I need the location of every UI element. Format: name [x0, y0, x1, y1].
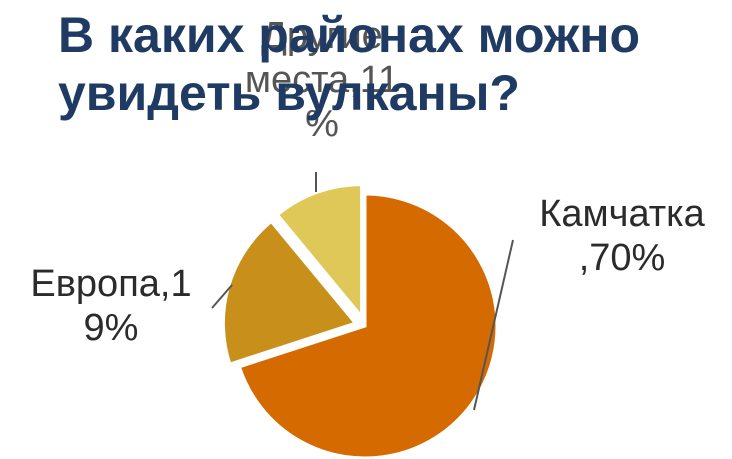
- pie-slice-1: [237, 192, 499, 459]
- data-label-kamchatka-line-1: Камчатка: [539, 193, 705, 235]
- data-label-kamchatka-line-2: ,70%: [578, 237, 666, 279]
- data-label-other: Другие места,11 %: [222, 14, 422, 146]
- title-line-2: увидеть вулканы?: [58, 65, 520, 121]
- page-title: В каких районах можно увидеть вулканы?: [58, 6, 728, 122]
- data-label-europe-line-2: 9%: [83, 307, 139, 349]
- title-line-1: В каких районах можно: [58, 7, 641, 63]
- pie-slice-3: [275, 183, 364, 321]
- data-label-kamchatka: Камчатка ,70%: [512, 192, 732, 280]
- leader-line-europe: [211, 284, 233, 309]
- data-label-europe-line-1: Европа,1: [30, 263, 192, 305]
- pie-slice-2: [221, 219, 358, 366]
- data-label-europe: Европа,1 9%: [6, 262, 216, 350]
- data-label-other-line-1: Другие: [261, 15, 383, 57]
- data-label-other-line-3: %: [305, 103, 339, 145]
- leader-line-kamchatka: [473, 239, 514, 411]
- data-label-other-line-2: места,11: [244, 59, 400, 101]
